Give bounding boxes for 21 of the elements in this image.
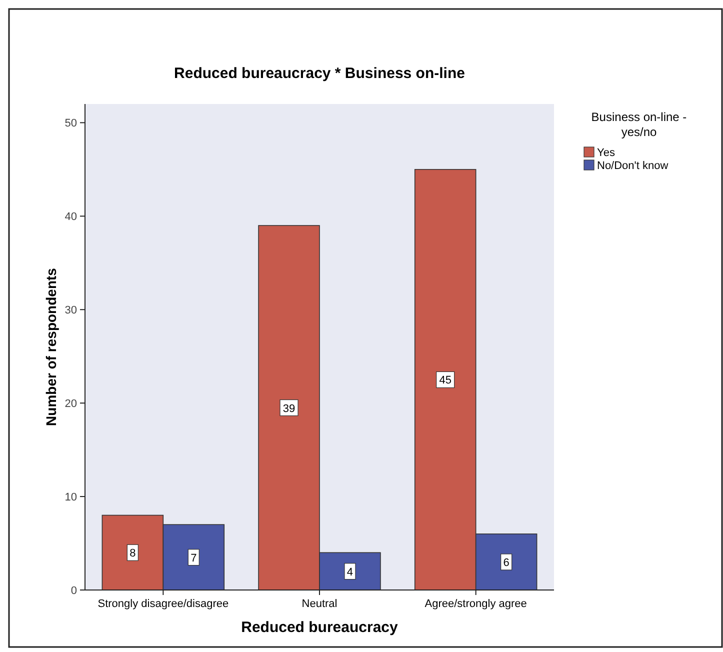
data-label: 45 <box>439 374 452 387</box>
y-tick-label: 40 <box>64 211 77 224</box>
x-tick-label: Neutral <box>302 598 338 610</box>
x-tick-label: Strongly disagree/disagree <box>98 598 229 610</box>
legend-title: Business on-line - yes/no <box>591 110 687 139</box>
y-tick-label: 50 <box>64 118 77 130</box>
y-tick-label: 30 <box>64 304 77 317</box>
y-tick-label: 10 <box>64 492 77 504</box>
chart-title: Reduced bureaucracy * Business on-line <box>174 65 465 82</box>
x-tick-label: Agree/strongly agree <box>424 598 527 610</box>
legend-label: Yes <box>597 147 616 159</box>
y-tick-label: 20 <box>64 398 77 410</box>
data-label: 8 <box>130 548 136 560</box>
data-label: 39 <box>282 402 296 415</box>
x-axis-title: Reduced bureaucracy <box>241 619 399 636</box>
y-axis-title: Number of respondents <box>43 268 59 426</box>
legend-label: No/Don't know <box>597 160 668 172</box>
y-tick-label: 0 <box>70 585 77 597</box>
data-label: 6 <box>503 556 510 569</box>
data-label: 4 <box>346 566 354 578</box>
data-label: 7 <box>190 552 197 564</box>
